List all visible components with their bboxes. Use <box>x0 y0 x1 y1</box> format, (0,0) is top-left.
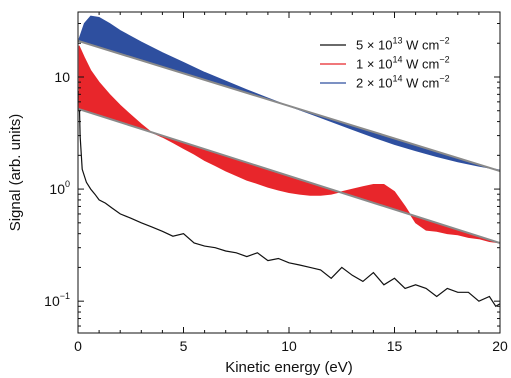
legend-entry-0: 5 × 1013 W cm−2 <box>356 36 450 53</box>
axis-ticks: 0 5 10 15 20 10−1 100 10 <box>44 12 508 354</box>
y-tick-label: 10−1 <box>44 291 70 309</box>
x-tick-label: 20 <box>492 338 508 354</box>
series-2 <box>78 15 500 172</box>
series-1-fill <box>78 45 500 244</box>
x-tick-label: 15 <box>387 338 403 354</box>
series-0-line <box>78 90 500 308</box>
series-1-baseline <box>78 107 500 244</box>
y-axis-label: Signal (arb. units) <box>7 114 24 232</box>
legend-entry-1: 1 × 1014 W cm−2 <box>356 55 450 72</box>
x-tick-label: 0 <box>74 338 82 354</box>
x-axis-label: Kinetic energy (eV) <box>225 359 353 376</box>
x-tick-label: 5 <box>180 338 188 354</box>
legend: 5 × 1013 W cm−2 1 × 1014 W cm−2 2 × 1014 W… <box>320 36 450 91</box>
legend-entry-2: 2 × 1014 W cm−2 <box>356 74 450 91</box>
plot-area <box>78 15 500 308</box>
series-2-baseline <box>78 39 500 172</box>
y-tick-label: 100 <box>49 179 70 197</box>
series-1 <box>78 45 500 244</box>
series-0 <box>78 90 500 308</box>
y-tick-label: 10 <box>54 69 70 85</box>
x-tick-label: 10 <box>281 338 297 354</box>
